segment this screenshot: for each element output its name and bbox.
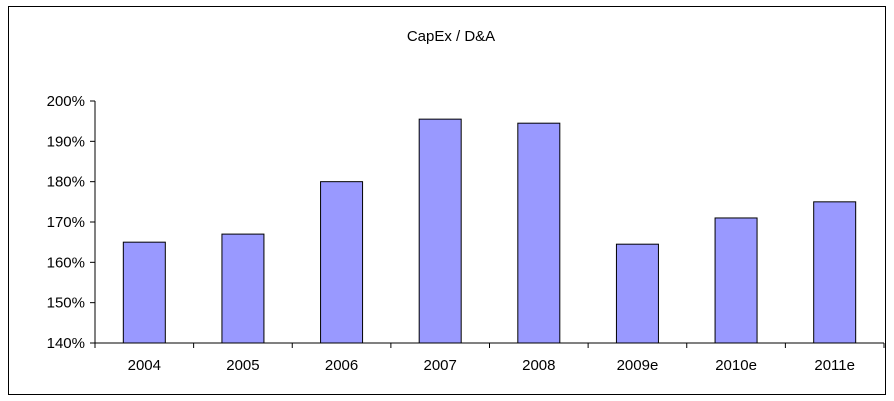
bar-2008 (517, 122, 561, 344)
y-tick-label: 160% (47, 254, 85, 271)
y-axis: 140% 150% 160% 170% 180% 190% 200% (47, 93, 96, 352)
y-tick-label: 140% (47, 335, 85, 352)
y-tick-label: 180% (47, 174, 85, 191)
bar-2005 (221, 233, 265, 344)
chart-title: CapEx / D&A (407, 28, 495, 45)
y-tick-label: 200% (47, 93, 85, 110)
bar-2006 (320, 181, 364, 344)
x-tick-label: 2006 (325, 357, 358, 374)
x-tick-label: 2008 (522, 357, 555, 374)
y-tick-label: 190% (47, 133, 85, 150)
x-axis: 2004 2005 2006 2007 2008 2009e 2010e 2011e (94, 342, 885, 374)
x-tick-label: 2010e (715, 357, 757, 374)
x-tick-label: 2011e (814, 357, 855, 374)
bar-2010e (714, 217, 758, 344)
x-tick-label: 2005 (226, 357, 259, 374)
bar-2009e (615, 243, 659, 344)
x-tick-label: 2007 (424, 357, 457, 374)
x-tick-label: 2004 (128, 357, 161, 374)
bar-2004 (122, 241, 166, 344)
bar-2011e (813, 201, 857, 344)
y-tick-label: 170% (47, 214, 85, 231)
bar-chart: CapEx / D&A 140% 150% 160% 170% 180% 190% 200%… (47, 28, 885, 374)
bar-2007 (418, 118, 462, 344)
bars (122, 118, 857, 344)
y-tick-label: 150% (47, 295, 85, 312)
chart-frame: CapEx / D&A 140% 150% 160% 170% 180% 190% 200%… (8, 6, 886, 395)
x-tick-label: 2009e (617, 357, 659, 374)
